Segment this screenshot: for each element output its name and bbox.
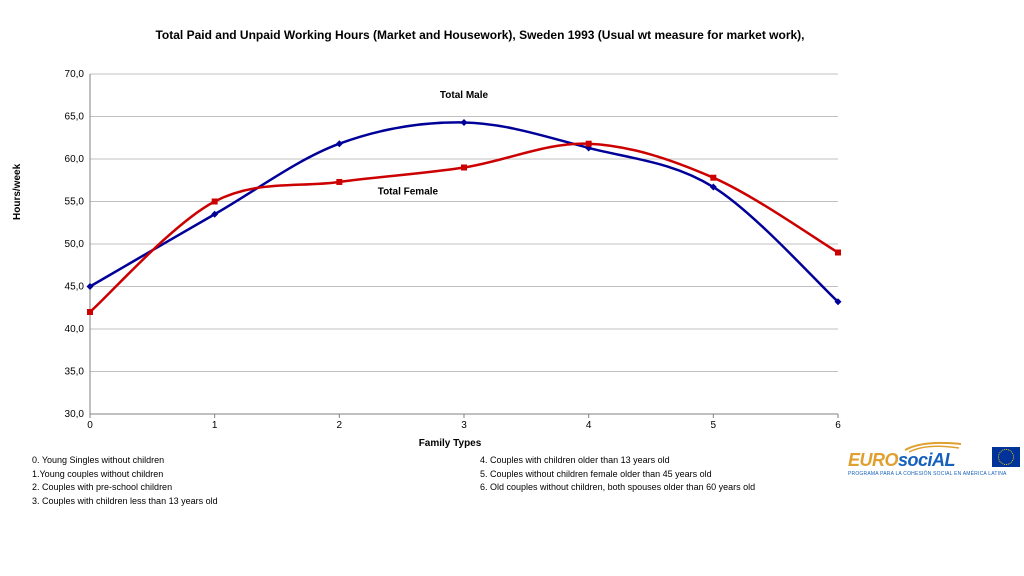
svg-text:Total Male: Total Male bbox=[440, 90, 489, 101]
family-types-notes-right: 4. Couples with children older than 13 y… bbox=[480, 454, 755, 495]
logo-subtitle: PROGRAMA PARA LA COHESIÓN SOCIAL EN AMÉR… bbox=[848, 471, 1018, 477]
svg-text:2: 2 bbox=[337, 420, 343, 428]
x-axis-label: Family Types bbox=[50, 438, 850, 449]
eurosocial-logo: EUROsociAL PROGRAMA PARA LA COHESIÓN SOC… bbox=[848, 450, 1018, 477]
svg-text:3: 3 bbox=[461, 420, 467, 428]
svg-text:6: 6 bbox=[835, 420, 841, 428]
logo-swoosh-icon bbox=[903, 438, 963, 454]
svg-text:1: 1 bbox=[212, 420, 218, 428]
svg-text:70,0: 70,0 bbox=[65, 69, 85, 80]
svg-text:35,0: 35,0 bbox=[65, 367, 85, 378]
svg-text:50,0: 50,0 bbox=[65, 239, 85, 250]
svg-text:45,0: 45,0 bbox=[65, 282, 85, 293]
chart-title: Total Paid and Unpaid Working Hours (Mar… bbox=[120, 28, 840, 44]
line-chart: 30,0 35,0 40,0 45,0 50,0 55,0 60,0 65,0 70,0 0 1 2 3… bbox=[50, 68, 850, 428]
svg-text:5: 5 bbox=[711, 420, 717, 428]
logo-text-euro: EURO bbox=[848, 450, 898, 470]
eu-flag-icon bbox=[992, 447, 1020, 467]
y-axis-label: Hours/week bbox=[12, 164, 23, 220]
svg-text:65,0: 65,0 bbox=[65, 112, 85, 123]
svg-text:60,0: 60,0 bbox=[65, 154, 85, 165]
svg-text:0: 0 bbox=[87, 420, 93, 428]
svg-text:Total Female: Total Female bbox=[378, 187, 439, 198]
svg-text:4: 4 bbox=[586, 420, 592, 428]
svg-text:55,0: 55,0 bbox=[65, 197, 85, 208]
svg-text:40,0: 40,0 bbox=[65, 324, 85, 335]
svg-text:30,0: 30,0 bbox=[65, 409, 85, 420]
family-types-notes-left: 0. Young Singles without children1.Young… bbox=[32, 454, 218, 508]
